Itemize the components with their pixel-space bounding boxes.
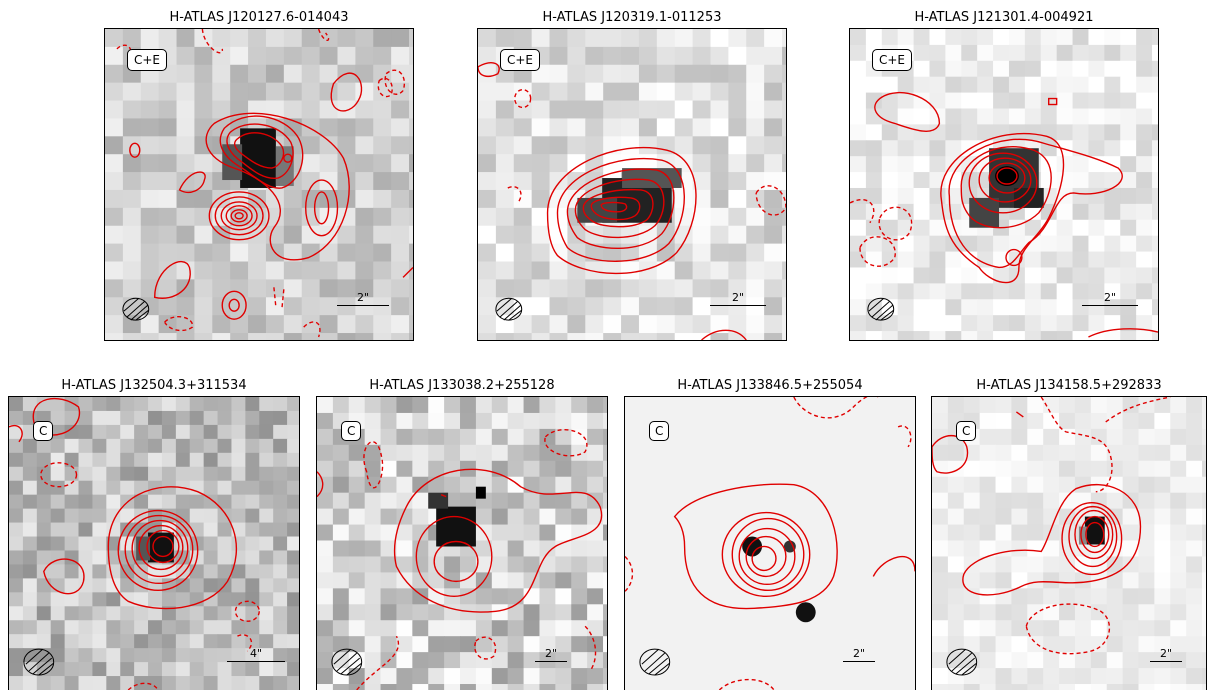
panel-5: H-ATLAS J133038.2+255128 — [316, 378, 608, 690]
panel-3: H-ATLAS J121301.4-004921 — [849, 10, 1159, 341]
scale-label: 2" — [1159, 647, 1173, 660]
scale-bar: 2" — [1150, 647, 1182, 662]
pixel-grid — [9, 397, 299, 690]
panel-title: H-ATLAS J134158.5+292833 — [976, 378, 1162, 393]
panel-6: H-ATLAS J133846.5+255054 — [624, 378, 916, 690]
scale-bar: 4" — [227, 647, 285, 662]
grayscale-image — [9, 397, 299, 690]
method-badge: C — [341, 421, 362, 441]
panel-title: H-ATLAS J133846.5+255054 — [677, 378, 863, 393]
image-frame: C+E 2" — [477, 28, 787, 341]
panel-1: H-ATLAS J120127.6-014043 — [104, 10, 414, 341]
panel-title: H-ATLAS J132504.3+311534 — [61, 378, 247, 393]
image-frame: C+E 2" — [849, 28, 1159, 341]
scale-bar: 2" — [843, 647, 875, 662]
grayscale-image — [850, 29, 1158, 340]
scale-label: 2" — [356, 291, 370, 304]
scale-bar: 2" — [710, 291, 766, 306]
method-badge: C — [649, 421, 670, 441]
panel-title: H-ATLAS J121301.4-004921 — [914, 10, 1094, 25]
grayscale-image — [625, 397, 915, 690]
scale-label: 2" — [731, 291, 745, 304]
scale-label: 2" — [544, 647, 558, 660]
beam-icon — [122, 297, 150, 321]
beam-icon — [331, 648, 363, 676]
method-badge: C — [956, 421, 977, 441]
scale-label: 2" — [852, 647, 866, 660]
method-badge: C+E — [127, 49, 168, 71]
scale-bar: 2" — [1082, 291, 1138, 306]
panel-2: H-ATLAS J120319.1-011253 — [477, 10, 787, 341]
grayscale-image — [105, 29, 413, 340]
grayscale-image — [478, 29, 786, 340]
pixel-grid — [932, 397, 1206, 690]
beam-icon — [23, 648, 55, 676]
pixel-grid — [850, 29, 1158, 340]
panel-title: H-ATLAS J133038.2+255128 — [369, 378, 555, 393]
beam-icon — [867, 297, 895, 321]
image-frame: C 2" — [624, 396, 916, 690]
beam-icon — [495, 297, 523, 321]
pixel-grid — [105, 29, 413, 340]
scale-bar: 2" — [337, 291, 389, 306]
grayscale-image — [317, 397, 607, 690]
method-badge: C+E — [500, 49, 541, 71]
beam-icon — [946, 648, 978, 676]
beam-icon — [639, 648, 671, 676]
panel-title: H-ATLAS J120319.1-011253 — [542, 10, 722, 25]
pixel-grid — [478, 29, 786, 340]
image-frame: C+E 2" — [104, 28, 414, 341]
image-frame: C 2" — [316, 396, 608, 690]
panel-4: H-ATLAS J132504.3+311534 — [8, 378, 300, 690]
panel-7: H-ATLAS J134158.5+292833 — [931, 378, 1207, 690]
method-badge: C — [33, 421, 54, 441]
grayscale-image — [932, 397, 1206, 690]
scale-bar: 2" — [535, 647, 567, 662]
scale-label: 4" — [249, 647, 263, 660]
panel-title: H-ATLAS J120127.6-014043 — [169, 10, 349, 25]
scale-label: 2" — [1103, 291, 1117, 304]
image-frame: C 2" — [931, 396, 1207, 690]
method-badge: C+E — [872, 49, 913, 71]
image-frame: C 4" — [8, 396, 300, 690]
